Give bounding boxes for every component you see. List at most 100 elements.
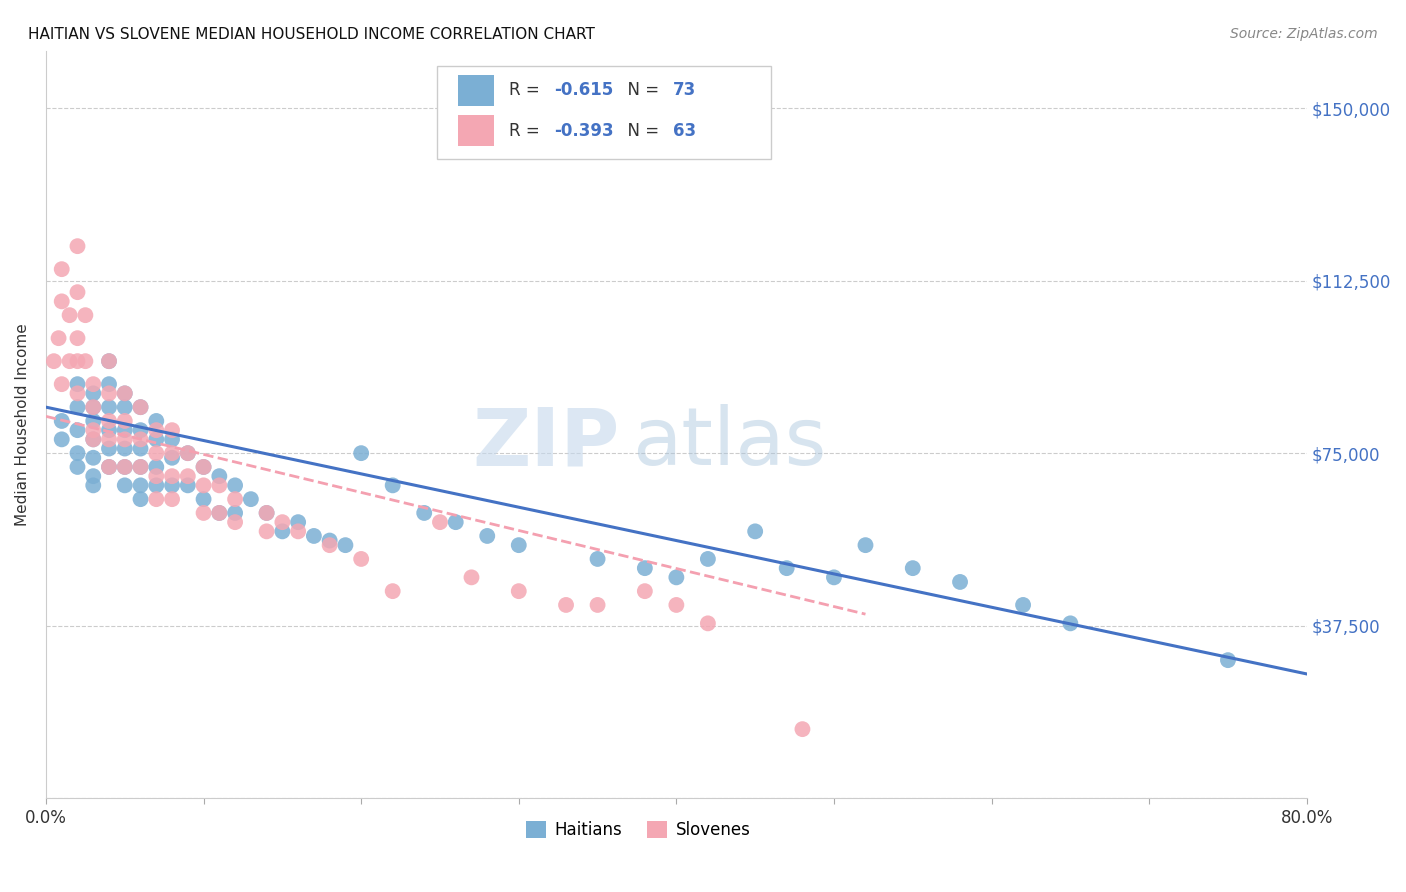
Legend: Haitians, Slovenes: Haitians, Slovenes bbox=[520, 814, 758, 846]
Point bbox=[239, 492, 262, 507]
Text: 73: 73 bbox=[672, 81, 696, 99]
Point bbox=[82, 400, 104, 414]
Point bbox=[98, 386, 121, 401]
Point bbox=[350, 446, 373, 460]
Point bbox=[792, 722, 814, 736]
Point bbox=[66, 354, 89, 368]
Point bbox=[75, 308, 97, 322]
Point bbox=[177, 446, 200, 460]
Point bbox=[114, 433, 136, 447]
Text: R =: R = bbox=[509, 121, 544, 140]
Point bbox=[901, 561, 924, 575]
Point bbox=[256, 506, 278, 520]
Point bbox=[160, 433, 183, 447]
Point bbox=[444, 515, 467, 529]
Text: atlas: atlas bbox=[633, 404, 827, 482]
Point bbox=[1216, 653, 1239, 667]
Point bbox=[98, 354, 121, 368]
Point bbox=[98, 459, 121, 474]
Point bbox=[82, 469, 104, 483]
Point bbox=[129, 459, 152, 474]
Point bbox=[256, 506, 278, 520]
Text: HAITIAN VS SLOVENE MEDIAN HOUSEHOLD INCOME CORRELATION CHART: HAITIAN VS SLOVENE MEDIAN HOUSEHOLD INCO… bbox=[28, 27, 595, 42]
Point bbox=[160, 469, 183, 483]
Point bbox=[665, 598, 688, 612]
Point bbox=[177, 478, 200, 492]
Point bbox=[66, 446, 89, 460]
Point bbox=[145, 423, 167, 437]
Point bbox=[114, 459, 136, 474]
Point bbox=[744, 524, 766, 539]
Point bbox=[208, 478, 231, 492]
Point bbox=[114, 459, 136, 474]
Point bbox=[271, 515, 294, 529]
Point bbox=[82, 386, 104, 401]
Point bbox=[696, 552, 718, 566]
Point bbox=[59, 354, 82, 368]
Point bbox=[193, 459, 215, 474]
Text: N =: N = bbox=[617, 81, 665, 99]
Point bbox=[129, 478, 152, 492]
Point bbox=[51, 433, 73, 447]
Point bbox=[193, 492, 215, 507]
Point bbox=[66, 285, 89, 300]
Point bbox=[82, 400, 104, 414]
Point bbox=[98, 433, 121, 447]
Point bbox=[287, 515, 309, 529]
Point bbox=[949, 574, 972, 589]
Point bbox=[82, 377, 104, 392]
Point bbox=[82, 414, 104, 428]
Point bbox=[51, 294, 73, 309]
Point bbox=[145, 469, 167, 483]
Point bbox=[129, 492, 152, 507]
Point bbox=[129, 400, 152, 414]
Text: -0.615: -0.615 bbox=[554, 81, 613, 99]
Point bbox=[98, 414, 121, 428]
Point bbox=[145, 478, 167, 492]
Point bbox=[177, 469, 200, 483]
FancyBboxPatch shape bbox=[437, 66, 770, 159]
Point bbox=[271, 524, 294, 539]
Text: ZIP: ZIP bbox=[472, 404, 620, 482]
Point bbox=[823, 570, 845, 584]
Y-axis label: Median Household Income: Median Household Income bbox=[15, 323, 30, 525]
Point bbox=[82, 433, 104, 447]
Point bbox=[66, 331, 89, 345]
Point bbox=[98, 400, 121, 414]
Point bbox=[634, 584, 657, 599]
Point bbox=[508, 584, 530, 599]
Point bbox=[177, 446, 200, 460]
Point bbox=[82, 423, 104, 437]
Text: 63: 63 bbox=[672, 121, 696, 140]
Point bbox=[98, 354, 121, 368]
Point bbox=[256, 524, 278, 539]
Point bbox=[208, 506, 231, 520]
Point bbox=[114, 478, 136, 492]
Point bbox=[335, 538, 357, 552]
Point bbox=[160, 446, 183, 460]
Point bbox=[160, 492, 183, 507]
Point bbox=[586, 598, 609, 612]
Point bbox=[634, 561, 657, 575]
Point bbox=[302, 529, 325, 543]
Point bbox=[114, 414, 136, 428]
Point bbox=[855, 538, 877, 552]
Point bbox=[42, 354, 65, 368]
Point bbox=[208, 469, 231, 483]
Point bbox=[48, 331, 70, 345]
Point bbox=[193, 506, 215, 520]
Point bbox=[696, 616, 718, 631]
Point bbox=[129, 400, 152, 414]
Point bbox=[193, 478, 215, 492]
Point bbox=[287, 524, 309, 539]
Point bbox=[145, 459, 167, 474]
Point bbox=[318, 533, 340, 548]
Point bbox=[1012, 598, 1035, 612]
Point bbox=[114, 400, 136, 414]
Point bbox=[98, 423, 121, 437]
Point bbox=[82, 433, 104, 447]
Point bbox=[224, 515, 246, 529]
Point bbox=[413, 506, 436, 520]
Point bbox=[776, 561, 799, 575]
Point bbox=[114, 386, 136, 401]
